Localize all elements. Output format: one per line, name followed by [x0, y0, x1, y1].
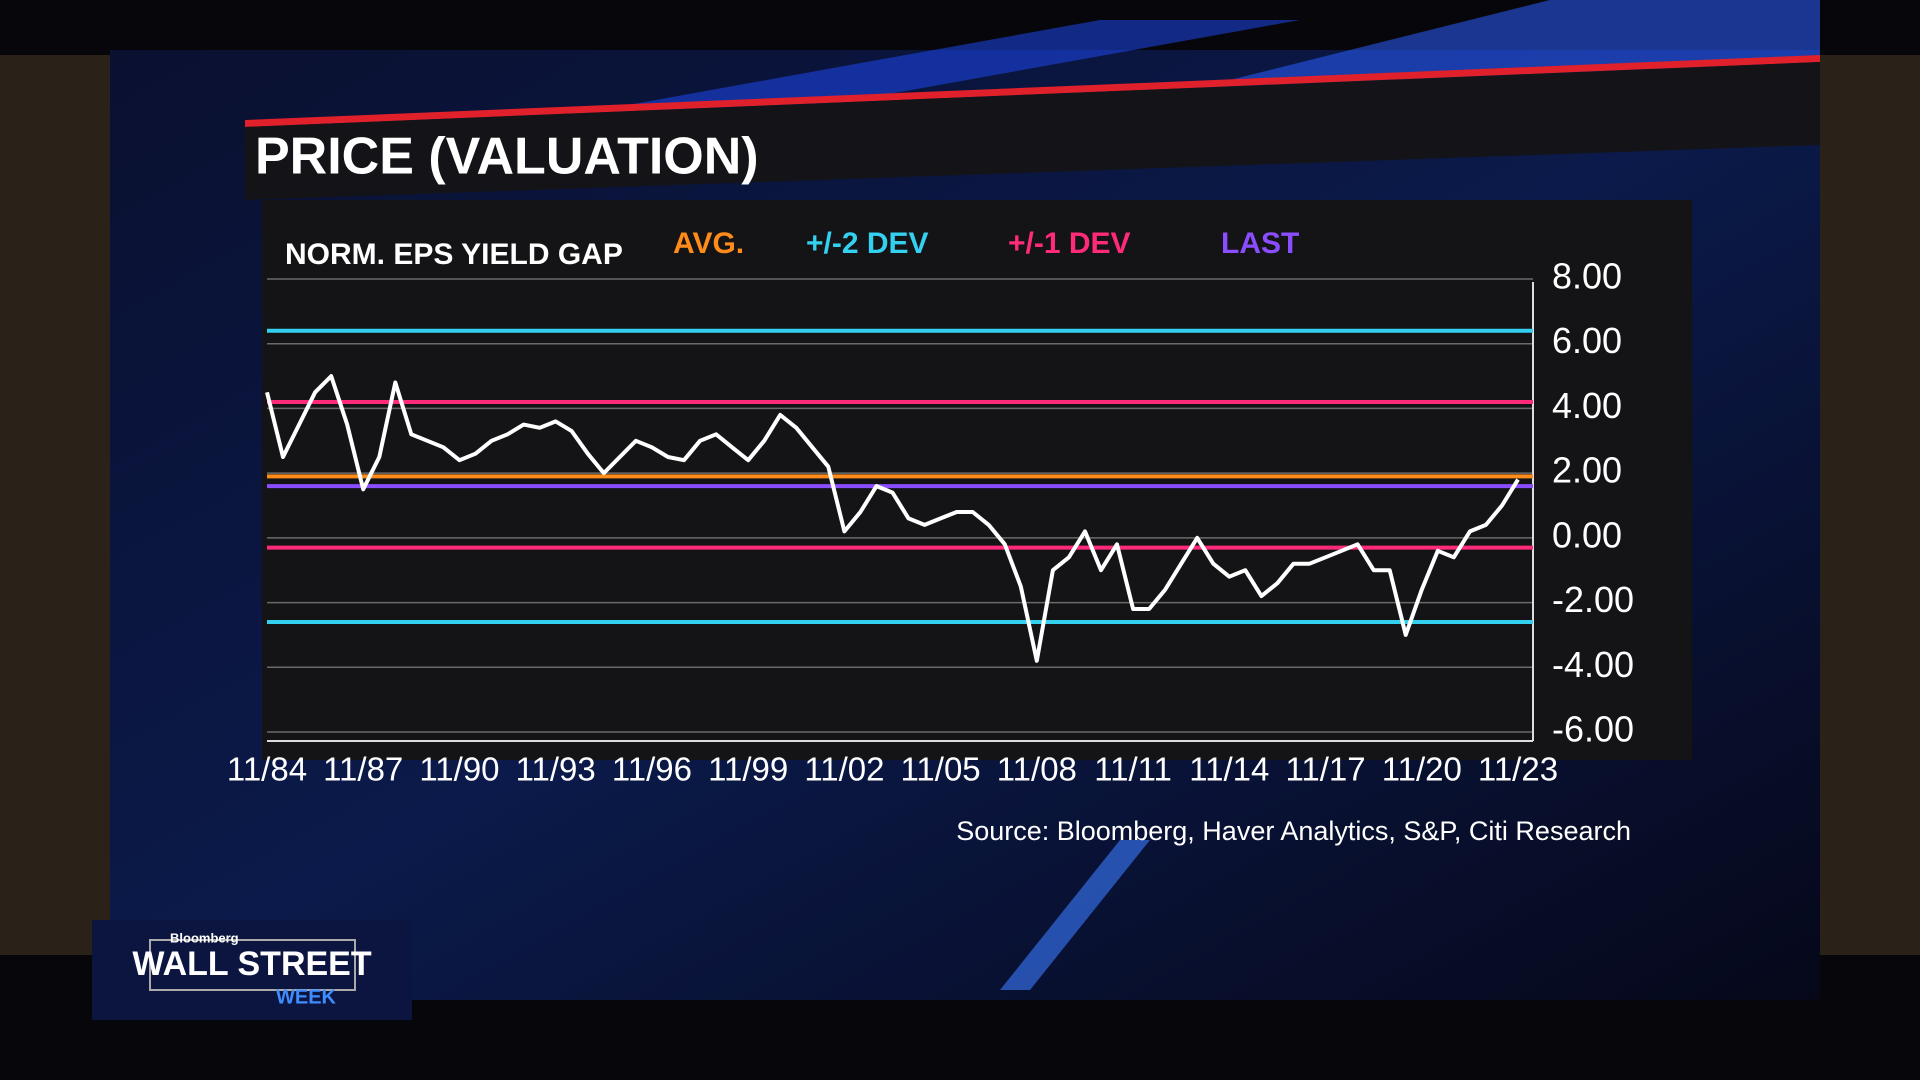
legend-entry: +/-2 DEV [806, 227, 929, 260]
decor-stripe [600, 20, 1300, 110]
decor-stripe [1150, 0, 1820, 100]
data-line [265, 374, 1520, 663]
x-tick-label: 11/84 [227, 751, 307, 788]
x-tick-label: 11/96 [612, 751, 692, 788]
x-tick-label: 11/14 [1189, 751, 1269, 788]
x-tick-label: 11/08 [997, 751, 1077, 788]
legend-entry: +/-1 DEV [1008, 227, 1131, 260]
x-tick-label: 11/23 [1478, 751, 1558, 788]
plot: 8.00 6.00 4.00 2.00 0.00 -2.00 -4.00 -6.00 11/84… [227, 227, 1634, 788]
network-name: Bloomberg [170, 930, 239, 945]
bookshelf-right [1820, 55, 1920, 955]
decor-stripe [1000, 840, 1150, 990]
y-tick-label: -6.00 [1552, 709, 1634, 750]
logo-frame [149, 939, 356, 991]
y-tick-label: 0.00 [1552, 514, 1622, 555]
title-band [245, 62, 1820, 200]
y-tick-label: 2.00 [1552, 450, 1622, 491]
legend-entry: AVG. [673, 227, 744, 260]
x-tick-label: 11/17 [1285, 751, 1365, 788]
x-tick-label: 11/11 [1094, 751, 1172, 788]
logo-box [92, 920, 412, 1020]
x-tick-label: 11/90 [419, 751, 499, 788]
show-name: WALL STREET [132, 945, 371, 983]
x-tick-label: 11/93 [516, 751, 596, 788]
x-tick-label: 11/02 [804, 751, 884, 788]
y-tick-label: -4.00 [1552, 644, 1634, 685]
y-tick-label: 4.00 [1552, 385, 1622, 426]
x-tick-label: 11/99 [708, 751, 788, 788]
chart-panel [262, 200, 1692, 760]
bookshelf-left [0, 55, 110, 955]
y-tick-label: 6.00 [1552, 320, 1622, 361]
y-tick-label: 8.00 [1552, 256, 1622, 297]
x-tick-label: 11/87 [323, 751, 403, 788]
legend-entry: LAST [1221, 227, 1299, 260]
x-tick-label: 11/05 [901, 751, 981, 788]
source-note: Source: Bloomberg, Haver Analytics, S&P,… [956, 816, 1631, 846]
x-tick-label: 11/20 [1382, 751, 1462, 788]
show-subtitle: WEEK [276, 986, 337, 1008]
chart-title: PRICE (VALUATION) [255, 128, 759, 186]
legend-entry: NORM. EPS YIELD GAP [285, 238, 623, 271]
y-tick-label: -2.00 [1552, 579, 1634, 620]
red-rule [245, 55, 1820, 127]
